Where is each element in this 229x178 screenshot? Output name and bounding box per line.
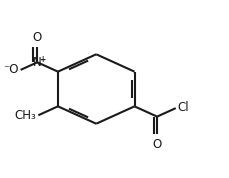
- Text: Cl: Cl: [176, 101, 188, 114]
- Text: CH₃: CH₃: [15, 109, 36, 122]
- Text: ⁻O: ⁻O: [3, 63, 19, 76]
- Text: N: N: [33, 56, 41, 69]
- Text: O: O: [152, 138, 161, 151]
- Text: O: O: [33, 31, 42, 44]
- Text: +: +: [39, 55, 45, 64]
